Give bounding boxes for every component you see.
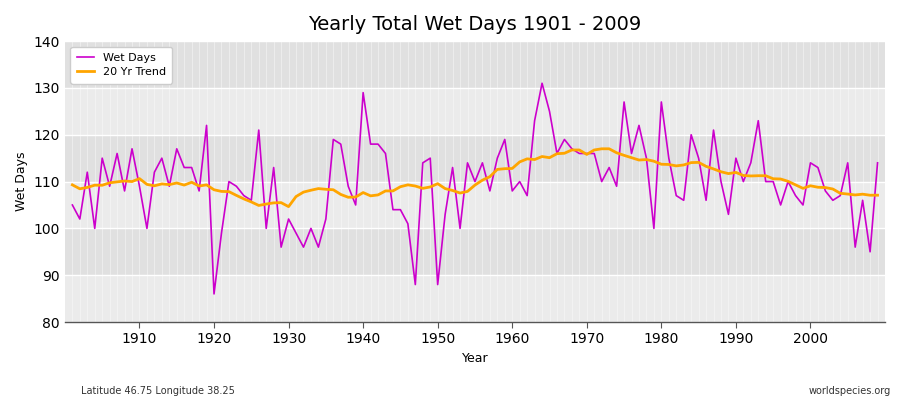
- Legend: Wet Days, 20 Yr Trend: Wet Days, 20 Yr Trend: [70, 47, 173, 84]
- 20 Yr Trend: [507, 166, 517, 171]
- Bar: [65, 228, 885, 275]
- Title: Yearly Total Wet Days 1901 - 2009: Yearly Total Wet Days 1901 - 2009: [309, 15, 642, 34]
- Line: 20 Yr Trend: 20 Yr Trend: [72, 149, 878, 207]
- Bar: [65, 275, 885, 322]
- Text: Latitude 46.75 Longitude 38.25: Latitude 46.75 Longitude 38.25: [81, 386, 235, 396]
- Wet Days: [127, 146, 138, 151]
- 20 Yr Trend: [611, 150, 622, 155]
- Y-axis label: Wet Days: Wet Days: [15, 152, 28, 211]
- Bar: [65, 41, 885, 88]
- Wet Days: [872, 160, 883, 165]
- Wet Days: [343, 184, 354, 189]
- Bar: [65, 182, 885, 228]
- 20 Yr Trend: [284, 204, 294, 209]
- Wet Days: [209, 292, 220, 296]
- Wet Days: [536, 81, 547, 86]
- Line: Wet Days: Wet Days: [72, 83, 878, 294]
- 20 Yr Trend: [514, 160, 525, 164]
- Text: worldspecies.org: worldspecies.org: [809, 386, 891, 396]
- X-axis label: Year: Year: [462, 352, 489, 365]
- 20 Yr Trend: [298, 190, 309, 194]
- Wet Days: [611, 184, 622, 189]
- Wet Days: [514, 179, 525, 184]
- Bar: [65, 135, 885, 182]
- Bar: [65, 88, 885, 135]
- 20 Yr Trend: [67, 182, 77, 187]
- 20 Yr Trend: [343, 195, 354, 200]
- Wet Days: [67, 202, 77, 207]
- Wet Days: [507, 188, 517, 193]
- 20 Yr Trend: [597, 146, 608, 151]
- 20 Yr Trend: [872, 193, 883, 198]
- 20 Yr Trend: [127, 179, 138, 184]
- Wet Days: [298, 245, 309, 250]
